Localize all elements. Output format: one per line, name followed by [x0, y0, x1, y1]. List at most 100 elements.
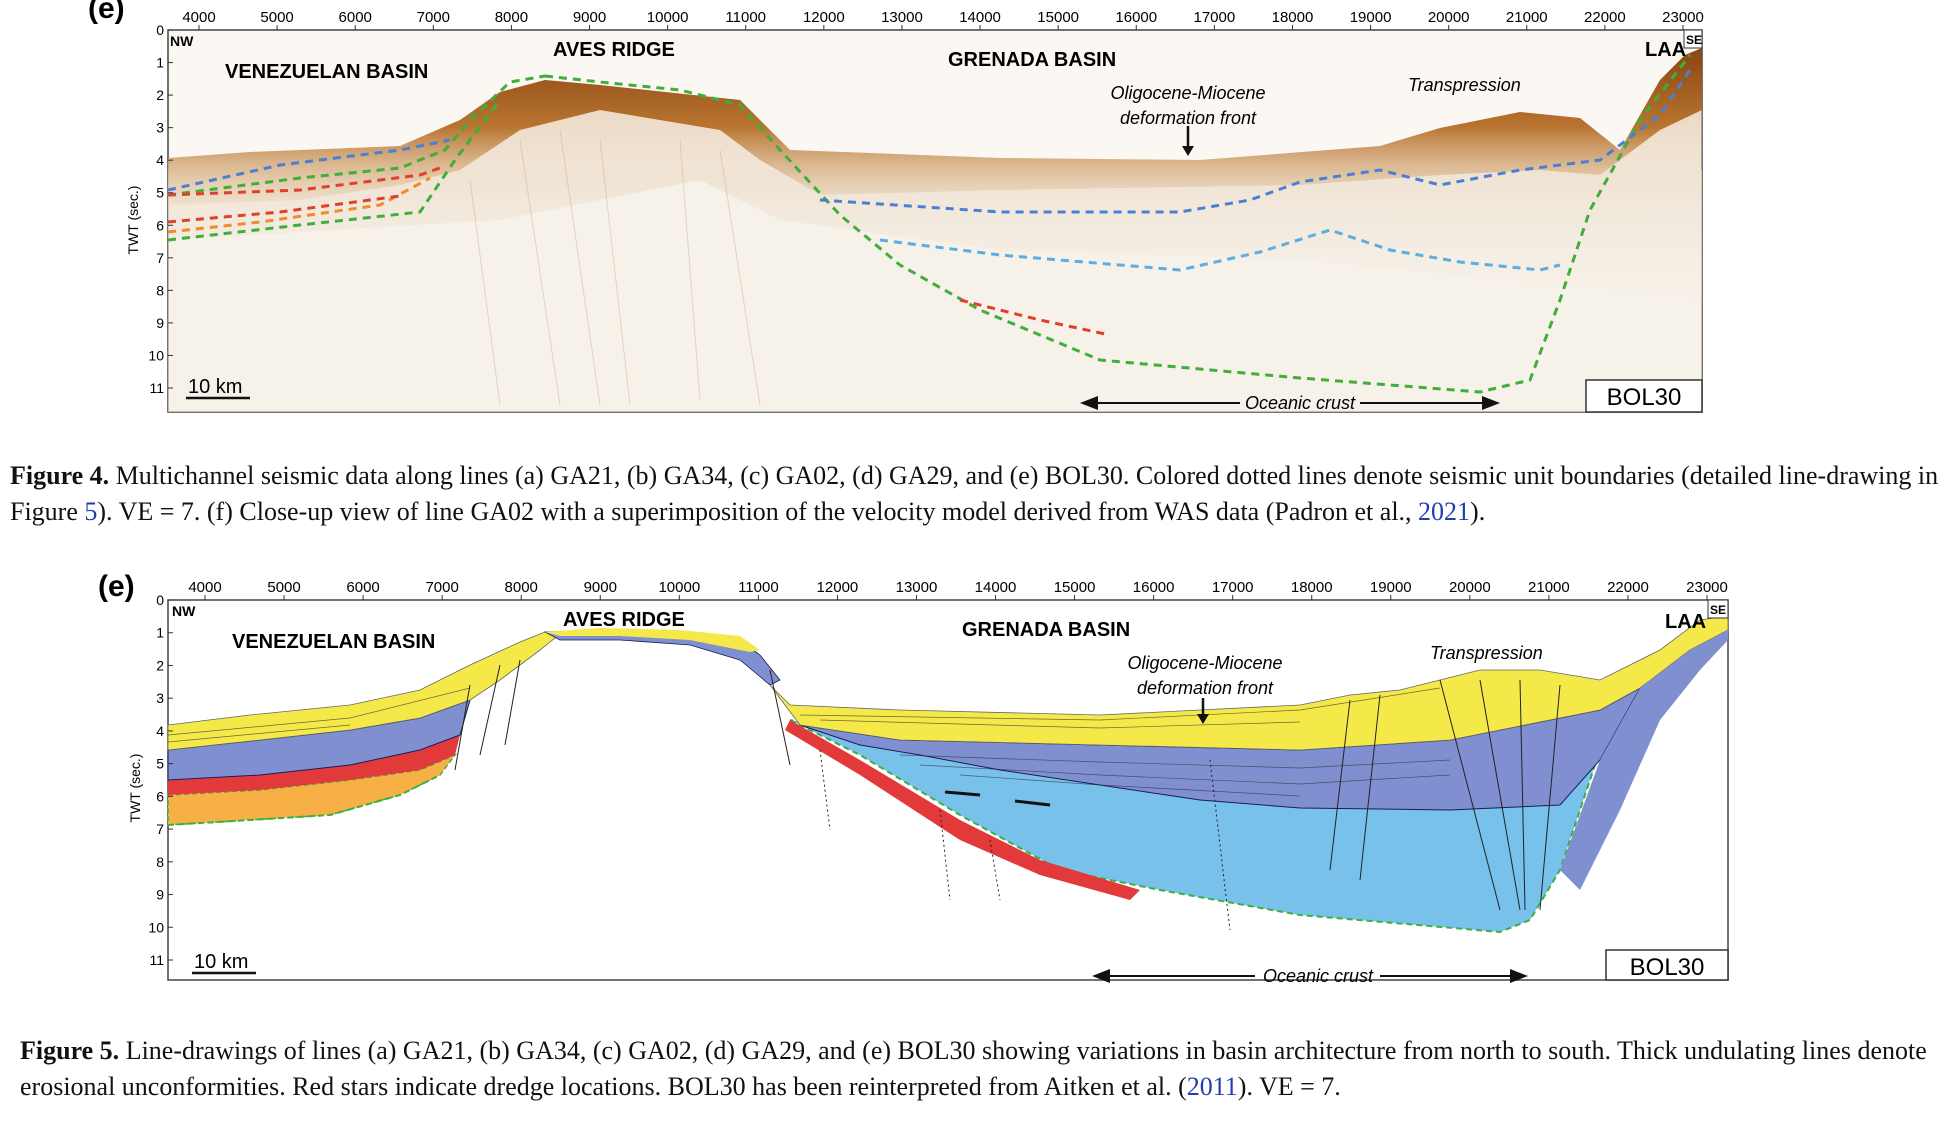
y-tick-label: 6: [156, 217, 164, 233]
y-axis-label: TWT (sec.): [127, 754, 143, 823]
scale-bar-label: 10 km: [188, 376, 242, 398]
label-transpression: Transpression: [1408, 75, 1521, 95]
y-tick-label: 2: [156, 657, 164, 673]
y-tick-label: 8: [156, 282, 164, 298]
x-tick-label: 17000: [1194, 9, 1236, 26]
x-tick-label: 13000: [881, 9, 923, 26]
x-tick-label: 15000: [1054, 579, 1096, 596]
label-front-line1: Oligocene-Miocene: [1127, 653, 1282, 673]
x-tick-label: 20000: [1428, 9, 1470, 26]
x-tick-label: 4000: [188, 579, 221, 596]
figure-4-seismic-image: 4000 5000 6000 7000 8000 9000 10000 11000 12000 1…: [88, 0, 1704, 413]
oceanic-crust-arrow: [1092, 969, 1528, 983]
x-tick-label: 22000: [1584, 9, 1626, 26]
panel-letter: (e): [88, 0, 125, 25]
figure-4-seismic-panel: 4000 5000 6000 7000 8000 9000 10000 11000 12000 1…: [0, 0, 1952, 425]
x-tick-label: 12000: [803, 9, 845, 26]
x-tick-label: 21000: [1506, 9, 1548, 26]
label-front-line2: deformation front: [1120, 108, 1257, 128]
deformation-front-arrow: [1197, 698, 1209, 724]
x-tick-label: 8000: [495, 9, 528, 26]
line-name-box: [1605, 949, 1729, 981]
corner-se: SE: [1686, 33, 1702, 47]
figure-5-line-drawing: 4000 5000 6000 7000 8000 9000 10000 11000 12000 1…: [98, 570, 1729, 986]
y-tick-label: 4: [156, 152, 164, 168]
figure-5-line-drawing-panel: 4000 5000 6000 7000 8000 9000 10000 11000 12000 1…: [0, 570, 1952, 990]
x-tick-label: 14000: [975, 579, 1017, 596]
caption-link-year[interactable]: 2011: [1186, 1072, 1238, 1101]
y-tick-label: 0: [156, 22, 164, 38]
y-tick-label: 11: [149, 380, 164, 396]
x-tick-label: 6000: [339, 9, 372, 26]
y-tick-label: 7: [156, 250, 164, 266]
line-name-label: BOL30: [1607, 384, 1682, 411]
x-tick-label: 23000: [1686, 579, 1728, 596]
corner-nw: NW: [170, 33, 194, 49]
y-tick-label: 10: [148, 347, 164, 363]
label-laa: LAA: [1665, 611, 1706, 633]
caption-figure-label: Figure 5.: [20, 1036, 120, 1065]
label-front-line2: deformation front: [1137, 678, 1274, 698]
y-axis-label: TWT (sec.): [125, 186, 141, 255]
x-tick-label: 20000: [1449, 579, 1491, 596]
figure-4-caption: Figure 4. Multichannel seismic data alon…: [10, 458, 1940, 530]
x-tick-label: 11000: [725, 9, 766, 26]
y-tick-label: 6: [156, 788, 164, 804]
label-venezuelan-basin: VENEZUELAN BASIN: [225, 61, 428, 83]
scale-bar-label: 10 km: [194, 951, 248, 973]
y-tick-label: 2: [156, 87, 164, 103]
x-tick-label: 6000: [346, 579, 379, 596]
y-tick-label: 7: [156, 821, 164, 837]
figure-5-caption: Figure 5. Line-drawings of lines (a) GA2…: [20, 1033, 1950, 1105]
x-tick-label: 19000: [1350, 9, 1392, 26]
deformation-front-arrow: [1182, 126, 1194, 156]
caption-text-b: ). VE = 7. (f) Close-up view of line GA0…: [97, 497, 1419, 526]
caption-text-a: Multichannel seismic data along lines (a…: [10, 461, 1939, 526]
x-tick-label: 21000: [1528, 579, 1570, 596]
x-tick-label: 15000: [1037, 9, 1079, 26]
x-tick-label: 7000: [417, 9, 450, 26]
x-tick-label: 13000: [896, 579, 938, 596]
x-tick-label: 18000: [1291, 579, 1333, 596]
label-aves-ridge: AVES RIDGE: [563, 609, 685, 631]
label-transpression: Transpression: [1430, 643, 1543, 663]
x-tick-label: 8000: [505, 579, 538, 596]
x-tick-label: 10000: [658, 579, 700, 596]
label-grenada-basin: GRENADA BASIN: [962, 619, 1130, 641]
x-tick-label: 19000: [1370, 579, 1412, 596]
x-tick-label: 4000: [182, 9, 215, 26]
caption-link-year[interactable]: 2021: [1418, 497, 1471, 526]
x-tick-label: 17000: [1212, 579, 1254, 596]
x-tick-label: 7000: [425, 579, 458, 596]
x-tick-label: 9000: [573, 9, 606, 26]
x-tick-label: 11000: [738, 579, 779, 596]
y-tick-label: 1: [156, 625, 164, 641]
oceanic-crust-label: Oceanic crust: [1245, 393, 1356, 413]
y-tick-label: 5: [156, 756, 164, 772]
caption-link-figure5[interactable]: 5: [84, 497, 98, 526]
caption-text-a: Line-drawings of lines (a) GA21, (b) GA3…: [20, 1036, 1927, 1101]
x-tick-label: 23000: [1662, 9, 1704, 26]
y-tick-label: 4: [156, 723, 164, 739]
y-tick-label: 8: [156, 854, 164, 870]
y-tick-label: 5: [156, 185, 164, 201]
x-tick-label: 12000: [817, 579, 859, 596]
x-tick-label: 14000: [959, 9, 1001, 26]
y-tick-label: 11: [149, 952, 164, 968]
x-tick-label: 22000: [1607, 579, 1649, 596]
caption-text-b: ). VE = 7.: [1237, 1072, 1341, 1101]
x-tick-label: 5000: [267, 579, 300, 596]
label-aves-ridge: AVES RIDGE: [553, 39, 675, 61]
y-tick-label: 10: [148, 919, 164, 935]
y-tick-label: 3: [156, 690, 164, 706]
caption-figure-label: Figure 4.: [10, 461, 110, 490]
corner-se: SE: [1710, 603, 1726, 617]
y-tick-label: 9: [156, 887, 164, 903]
x-tick-label: 9000: [584, 579, 617, 596]
y-tick-label: 0: [156, 592, 164, 608]
y-tick-label: 3: [156, 120, 164, 136]
x-tick-label: 16000: [1115, 9, 1157, 26]
line-name-box: [1585, 379, 1703, 413]
x-tick-label: 16000: [1133, 579, 1175, 596]
y-tick-label: 1: [156, 55, 164, 71]
